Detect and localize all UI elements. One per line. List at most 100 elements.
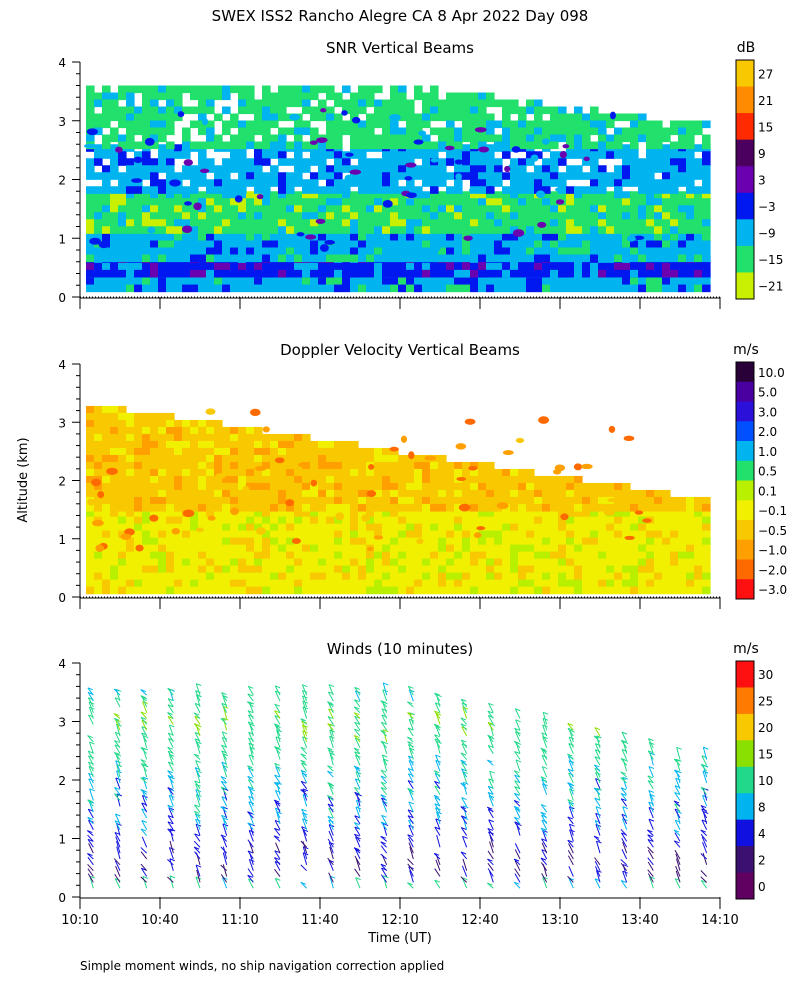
heatmap-cell xyxy=(686,254,695,263)
heatmap-cell xyxy=(222,558,231,567)
wind-barb xyxy=(434,785,441,795)
heatmap-cell xyxy=(622,247,631,256)
wind-barb xyxy=(140,847,148,854)
wind-barb-feather xyxy=(167,698,174,702)
heatmap-cell xyxy=(614,179,623,187)
heatmap-cell xyxy=(374,165,383,173)
heatmap-cell xyxy=(574,127,583,136)
heatmap-cell xyxy=(382,503,391,512)
heatmap-cell xyxy=(294,254,303,263)
heatmap-cell xyxy=(566,509,575,518)
heatmap-cell xyxy=(414,226,423,234)
heatmap-cell xyxy=(534,523,543,532)
heatmap-cell xyxy=(686,544,695,553)
heatmap-cell xyxy=(670,127,679,136)
heatmap-cell xyxy=(414,247,423,256)
wind-barb xyxy=(115,719,121,731)
heatmap-cell xyxy=(550,113,559,122)
heatmap-cell xyxy=(366,579,375,588)
heatmap-cell xyxy=(542,179,551,187)
heatmap-cell xyxy=(678,179,687,187)
heatmap-cell xyxy=(294,572,303,581)
wind-barb-feather xyxy=(195,683,202,687)
heatmap-cell xyxy=(414,579,423,588)
heatmap-cell xyxy=(510,284,519,293)
heatmap-cell xyxy=(550,544,559,553)
heatmap-cell xyxy=(438,165,447,173)
colorbar-swatch xyxy=(736,740,754,768)
heatmap-cell xyxy=(206,586,215,595)
heatmap-cell xyxy=(614,284,623,293)
wind-barb-feather xyxy=(380,787,387,790)
wind-barb xyxy=(407,755,414,766)
heatmap-cell xyxy=(126,447,135,456)
heatmap-cell xyxy=(646,537,655,546)
heatmap-cell xyxy=(86,482,95,491)
heatmap-cell xyxy=(382,134,391,143)
heatmap-cell xyxy=(606,269,615,278)
heatmap-cell xyxy=(374,558,383,567)
heatmap-cell xyxy=(638,572,647,581)
heatmap-cell xyxy=(518,172,527,180)
heatmap-cell xyxy=(630,198,639,206)
wind-barb-feather xyxy=(247,765,253,769)
wind-barb xyxy=(169,875,174,889)
heatmap-cell xyxy=(566,212,575,220)
heatmap-cell xyxy=(310,226,319,234)
heatmap-cell xyxy=(150,191,159,199)
heatmap-cell xyxy=(406,523,415,532)
heatmap-cell xyxy=(310,179,319,187)
heatmap-cell xyxy=(510,134,519,143)
heatmap-cell xyxy=(662,233,671,242)
heatmap-cell xyxy=(262,544,271,553)
heatmap-cell xyxy=(190,440,199,449)
heatmap-cell xyxy=(438,134,447,143)
heatmap-cell xyxy=(94,254,103,263)
heatmap-cell xyxy=(214,247,223,256)
heatmap-cell xyxy=(702,516,711,525)
heatmap-cell xyxy=(262,219,271,227)
wind-barb-feather xyxy=(274,685,281,689)
heatmap-cell xyxy=(622,179,631,187)
heatmap-cell xyxy=(390,158,399,166)
heatmap-cell xyxy=(662,198,671,206)
heatmap-cell xyxy=(654,127,663,136)
heatmap-cell xyxy=(222,127,231,136)
heatmap-cell xyxy=(166,496,175,505)
wind-barb-feather xyxy=(87,838,94,842)
heatmap-cell xyxy=(470,496,479,505)
heatmap-cell xyxy=(454,544,463,553)
heatmap-cell xyxy=(582,284,591,293)
wind-barb xyxy=(116,770,121,784)
wind-barb-feather xyxy=(142,776,149,780)
heatmap-cell xyxy=(334,158,343,166)
heatmap-cell xyxy=(382,551,391,560)
heatmap-cell xyxy=(702,134,711,143)
y-tick-label: 2 xyxy=(58,174,66,188)
heatmap-cell xyxy=(174,262,183,271)
heatmap-cell xyxy=(446,127,455,136)
heatmap-cell xyxy=(606,134,615,143)
heatmap-cell xyxy=(534,544,543,553)
heatmap-cell xyxy=(158,412,167,421)
wind-barb xyxy=(302,812,308,825)
heatmap-cell xyxy=(254,489,263,498)
wind-barb xyxy=(221,761,228,772)
heatmap-cell xyxy=(286,254,295,263)
wind-barb xyxy=(87,834,94,842)
heatmap-cell xyxy=(526,509,535,518)
heatmap-cell xyxy=(502,489,511,498)
heatmap-cell xyxy=(414,269,423,278)
heatmap-cell xyxy=(406,226,415,234)
heatmap-cell xyxy=(550,586,559,595)
heatmap-cell xyxy=(558,134,567,143)
heatmap-cell xyxy=(590,530,599,539)
heatmap-cell xyxy=(358,191,367,199)
heatmap-cell xyxy=(142,240,151,249)
wind-barb xyxy=(194,732,201,743)
heatmap-cell xyxy=(270,572,279,581)
heatmap-cell xyxy=(638,262,647,271)
heatmap-cell xyxy=(214,433,223,442)
wind-barb xyxy=(141,726,148,737)
wind-barb-feather xyxy=(354,751,360,755)
